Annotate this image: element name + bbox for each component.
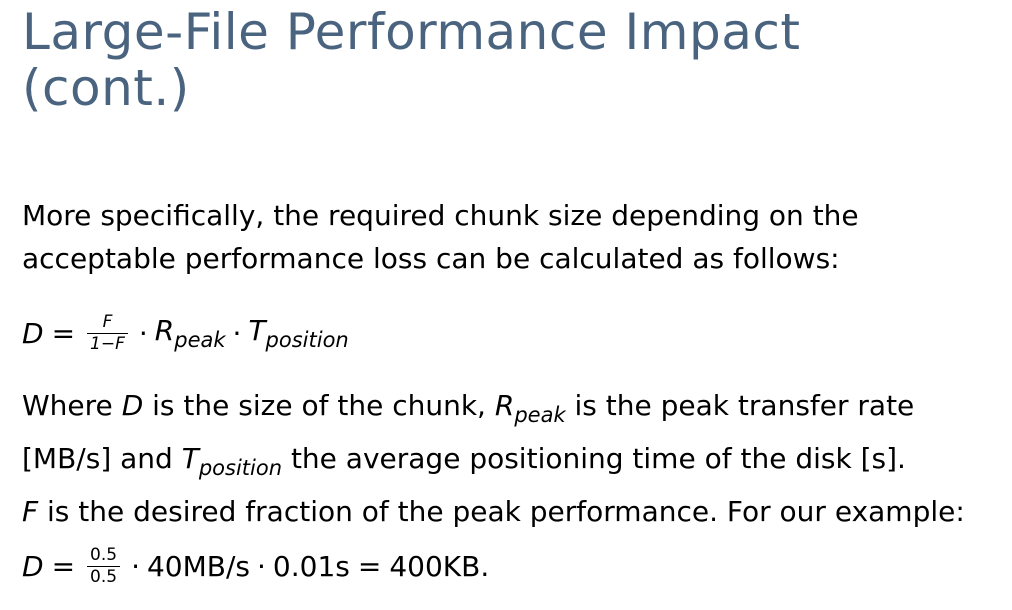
fraction-numerator: F [102, 311, 113, 332]
where-word: Where [22, 389, 113, 422]
formula-tposition: Tposition [248, 314, 348, 352]
tposition-var: T [248, 314, 266, 347]
example-result: 400KB. [389, 549, 490, 583]
example-lhs: D [22, 549, 44, 583]
def-text-2: is the peak transfer rate [574, 389, 915, 422]
intro-paragraph: More specifically, the required chunk si… [22, 194, 859, 280]
def-text-3: [MB/s] and [22, 442, 173, 475]
definitions-paragraph: Where D is the size of the chunk, Rpeak … [22, 384, 965, 533]
example-equals-2: = [357, 549, 382, 583]
example-equals: = [51, 549, 76, 583]
def-r-sub: peak [514, 403, 566, 427]
slide-title: Large-File Performance Impact (cont.) [22, 4, 800, 116]
def-text-5: is the desired fraction of the peak perf… [47, 495, 965, 528]
definitions-line-2: [MB/s] and Tposition the average positio… [22, 437, 965, 490]
fraction-denominator: 1−F [90, 333, 125, 354]
formula-rpeak: Rpeak [155, 314, 226, 352]
formula-dot-2: · [232, 316, 242, 350]
slide-title-line-1: Large-File Performance Impact [22, 3, 801, 61]
example-dot-1: · [131, 549, 140, 583]
rpeak-sub: peak [174, 328, 226, 352]
fraction-bar [87, 332, 128, 334]
def-text-4: the average positioning time of the disk… [290, 442, 906, 475]
example-rate: 40MB/s [146, 549, 251, 583]
intro-line-1: More specifically, the required chunk si… [22, 199, 859, 232]
rpeak-var: R [154, 314, 175, 347]
formula-equals: = [51, 316, 76, 350]
intro-line-2: acceptable performance loss can be calcu… [22, 242, 840, 275]
def-text-1: is the size of the chunk, [152, 389, 486, 422]
example-dot-2: · [257, 549, 266, 583]
formula-dot-1: · [138, 316, 148, 350]
example-denominator: 0.5 [90, 566, 118, 587]
formula-lhs: D [22, 316, 44, 350]
def-t-var: T [181, 442, 199, 475]
example-fraction-bar [87, 565, 121, 567]
def-r-var: R [494, 389, 515, 422]
formula-fraction: F 1−F [87, 311, 128, 354]
def-f-var: F [22, 495, 39, 528]
def-d-var: D [121, 389, 144, 422]
def-t-sub: position [198, 456, 283, 480]
example-fraction: 0.5 0.5 [87, 544, 121, 587]
chunk-size-formula: D = F 1−F · Rpeak · Tposition [22, 305, 349, 361]
example-formula: D = 0.5 0.5 · 40MB/s · 0.01s = 400KB. [22, 538, 489, 594]
definitions-line-1: Where D is the size of the chunk, Rpeak … [22, 384, 965, 437]
tposition-sub: position [265, 328, 349, 352]
example-time: 0.01s [272, 549, 350, 583]
example-numerator: 0.5 [90, 544, 118, 565]
definitions-line-3: F is the desired fraction of the peak pe… [22, 490, 965, 533]
slide-title-line-2: (cont.) [22, 59, 190, 117]
